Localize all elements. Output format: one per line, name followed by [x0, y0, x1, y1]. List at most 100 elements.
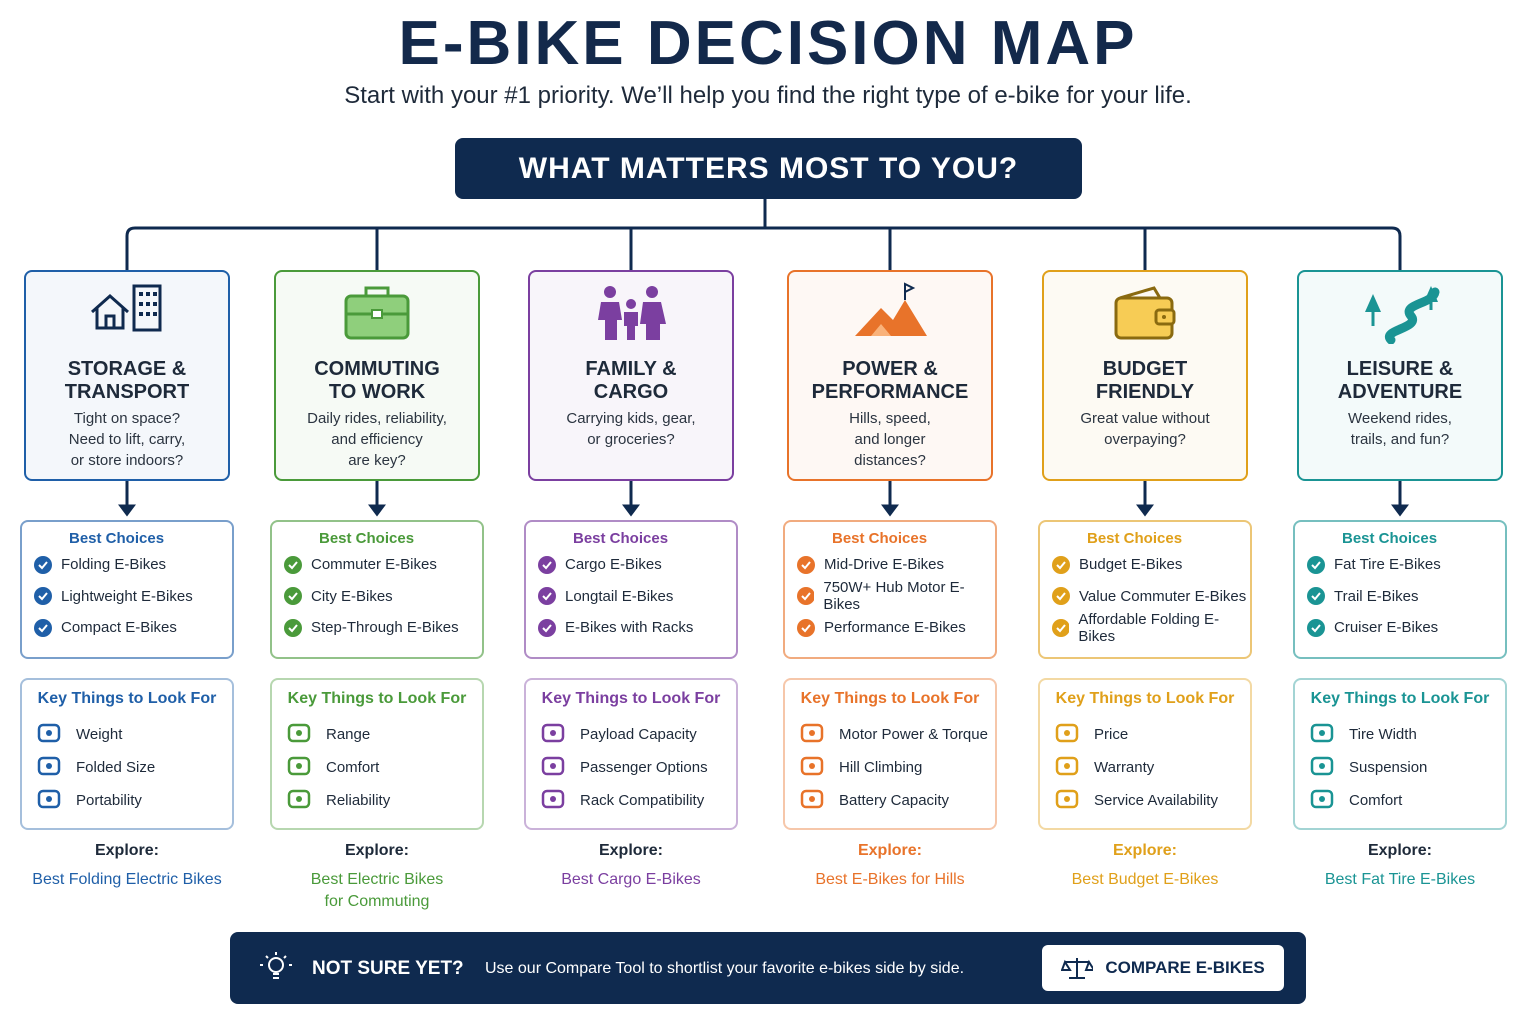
- choice-text: City E-Bikes: [311, 587, 393, 605]
- root-node: WHAT MATTERS MOST TO YOU?: [455, 138, 1082, 199]
- best-choices-heading: Best Choices: [69, 530, 165, 547]
- key-things-box: Key Things to Look For Payload Capacity Pa…: [524, 678, 738, 830]
- card-title: COMMUTING TO WORK: [276, 358, 478, 404]
- choice-item: Folding E-Bikes: [34, 549, 232, 581]
- best-choices-box: Best Choices Commuter E-Bikes City E-Bikes…: [270, 520, 484, 659]
- card-title-line: FRIENDLY: [1095, 381, 1195, 403]
- check-icon: [1307, 618, 1325, 637]
- best-choices-box: Best Choices Fat Tire E-Bikes Trail E-Bike…: [1293, 520, 1507, 659]
- footer-bar: NOT SURE YET? Use our Compare Tool to sh…: [230, 932, 1306, 1004]
- choice-item: Cargo E-Bikes: [538, 549, 736, 581]
- explore-label: Explore:: [857, 842, 922, 859]
- key-item: Rack Compatibility: [540, 784, 736, 817]
- question-line: Tight on space?: [73, 410, 181, 427]
- question-line: and longer: [854, 431, 926, 448]
- explore-link[interactable]: Best Fat Tire E-Bikes: [1280, 869, 1520, 891]
- key-item: Reliability: [286, 784, 482, 817]
- title: E-BIKE DECISION MAP: [398, 9, 1138, 78]
- explore-link[interactable]: Best Electric Bikes for Commuting: [257, 869, 497, 913]
- question-line: Weekend rides,: [1348, 410, 1452, 427]
- arrow: [1391, 481, 1409, 517]
- card-title-line: STORAGE &: [67, 358, 187, 380]
- choice-text: Affordable Folding E-Bikes: [1078, 610, 1220, 645]
- check-icon: [797, 587, 815, 606]
- choice-item: Longtail E-Bikes: [538, 581, 736, 613]
- best-choices-box: Best Choices Folding E-Bikes Lightweight E…: [20, 520, 234, 659]
- best-choices-heading: Best Choices: [1087, 530, 1183, 547]
- key-text: Comfort: [326, 759, 380, 776]
- best-choices-box: Best Choices Cargo E-Bikes Longtail E-Bike…: [524, 520, 738, 659]
- priority-card: LEISURE & ADVENTURE Weekend rides, trails, …: [1297, 270, 1503, 481]
- question-line: distances?: [854, 452, 926, 469]
- explore: Explore: Best Electric Bikes for Commuting: [257, 840, 497, 913]
- choice-item: Performance E-Bikes: [797, 612, 995, 644]
- key-text: Portability: [76, 792, 142, 809]
- check-icon: [1052, 618, 1070, 637]
- compare-button[interactable]: COMPARE E-BIKES: [1042, 945, 1284, 991]
- card-title-line: COMMUTING: [314, 358, 440, 380]
- explore-link[interactable]: Best E-Bikes for Hills: [770, 869, 1010, 891]
- card-title: POWER & PERFORMANCE: [789, 358, 991, 404]
- explore-label: Explore:: [344, 842, 409, 859]
- check-icon: [1052, 587, 1070, 606]
- card-title: BUDGET FRIENDLY: [1044, 358, 1246, 404]
- key-icon: [286, 754, 312, 782]
- key-icon: [1054, 721, 1080, 749]
- key-item: Battery Capacity: [799, 784, 995, 817]
- choice-text: E-Bikes with Racks: [565, 619, 694, 637]
- key-things-box: Key Things to Look For Tire Width Suspensi…: [1293, 678, 1507, 830]
- choice-item: Mid-Drive E-Bikes: [797, 549, 995, 581]
- key-text: Service Availability: [1094, 792, 1218, 809]
- key-icon: [799, 754, 825, 782]
- card-question: Carrying kids, gear, or groceries?: [530, 408, 732, 450]
- arrow: [622, 481, 640, 517]
- key-icon: [286, 787, 312, 815]
- best-choices-heading: Best Choices: [1342, 530, 1438, 547]
- explore-link[interactable]: Best Cargo E-Bikes: [511, 869, 751, 891]
- key-text: Suspension: [1349, 759, 1428, 776]
- key-icon: [799, 721, 825, 749]
- card-question: Daily rides, reliability, and efficiency a…: [276, 408, 478, 471]
- choice-text: 750W+ Hub Motor E-Bikes: [823, 579, 965, 614]
- explore-link-line: Best E-Bikes for Hills: [815, 871, 965, 888]
- choice-text: Longtail E-Bikes: [565, 587, 674, 605]
- check-icon: [34, 555, 52, 574]
- card-title-line: TO WORK: [328, 381, 426, 403]
- choice-text: Step-Through E-Bikes: [311, 619, 459, 637]
- explore-link[interactable]: Best Folding Electric Bikes: [7, 869, 247, 891]
- choice-item: Compact E-Bikes: [34, 612, 232, 644]
- key-item: Folded Size: [36, 751, 232, 784]
- card-title: FAMILY & CARGO: [530, 358, 732, 404]
- key-things-heading: Key Things to Look For: [1310, 690, 1490, 707]
- key-icon: [36, 754, 62, 782]
- question-line: Daily rides, reliability,: [307, 410, 447, 427]
- key-text: Rack Compatibility: [580, 792, 705, 809]
- question-line: Hills, speed,: [849, 410, 931, 427]
- key-item: Service Availability: [1054, 784, 1250, 817]
- best-choices-box: Best Choices Mid-Drive E-Bikes 750W+ Hub M…: [783, 520, 997, 659]
- explore-link[interactable]: Best Budget E-Bikes: [1025, 869, 1265, 891]
- best-choices-heading: Best Choices: [319, 530, 415, 547]
- choice-text: Fat Tire E-Bikes: [1334, 556, 1441, 574]
- priority-card: STORAGE & TRANSPORT Tight on space? Need to…: [24, 270, 230, 481]
- key-text: Weight: [76, 726, 123, 743]
- key-item: Passenger Options: [540, 751, 736, 784]
- question-line: overpaying?: [1104, 431, 1186, 448]
- choice-item: Lightweight E-Bikes: [34, 581, 232, 613]
- explore-link-line: for Commuting: [324, 893, 430, 910]
- key-item: Hill Climbing: [799, 751, 995, 784]
- explore-label: Explore:: [94, 842, 159, 859]
- check-icon: [797, 618, 815, 637]
- check-icon: [538, 618, 556, 637]
- check-icon: [1307, 587, 1325, 606]
- card-question: Hills, speed, and longer distances?: [789, 408, 991, 471]
- card-question: Tight on space? Need to lift, carry, or st…: [26, 408, 228, 471]
- arrow: [881, 481, 899, 517]
- choice-item: Step-Through E-Bikes: [284, 612, 482, 644]
- key-things-box: Key Things to Look For Price Warranty Servi…: [1038, 678, 1252, 830]
- priority-card: BUDGET FRIENDLY Great value without overpay…: [1042, 270, 1248, 481]
- key-text: Price: [1094, 726, 1129, 743]
- explore-link-line: Best Cargo E-Bikes: [561, 871, 701, 888]
